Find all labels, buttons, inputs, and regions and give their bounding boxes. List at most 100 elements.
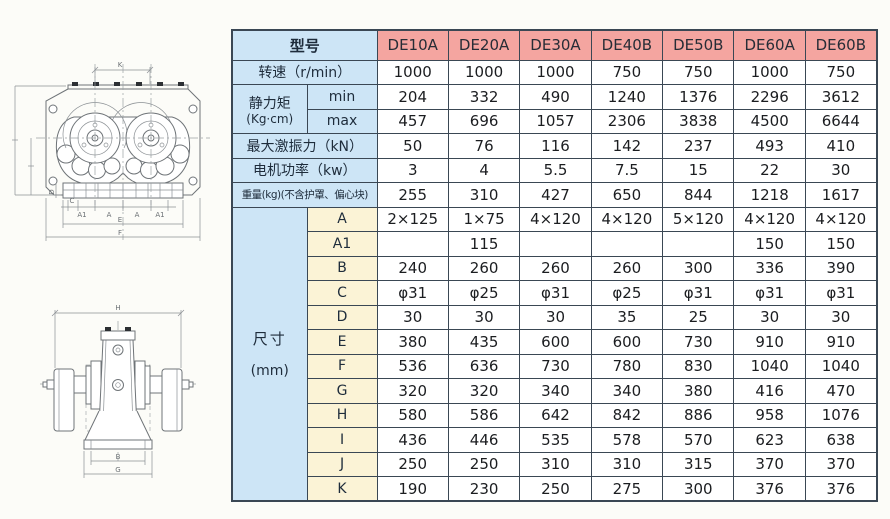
cell-dim-K-5: 376 [733,476,806,502]
cell-speed-2: 1000 [519,59,592,85]
cell-weight-5: 1218 [733,182,806,208]
dim-label-E: E [118,216,122,224]
cell-dim-A1-1: 115 [447,231,521,257]
row-dim-K: K 190 230 250 275 300 376 376 [232,476,878,502]
row-speed: 转速（r/min） 1000 1000 1000 750 750 1000 750 [231,59,878,85]
cell-static-max-1: 696 [447,108,521,134]
cell-dim-J-3: 310 [590,451,664,477]
dim-letter-J: J [306,451,378,477]
cell-static-min-0: 204 [376,84,449,110]
cell-exciting-force-5: 493 [733,133,806,159]
cell-static-min-4: 1376 [662,84,735,110]
cell-static-max-0: 457 [376,108,449,134]
model-header-1: DE20A [447,29,521,61]
cell-dim-C-4: φ31 [662,280,735,306]
cell-dim-H-3: 842 [590,402,664,428]
cell-static-min-2: 490 [519,84,592,110]
cell-dim-A1-4 [662,231,735,257]
cell-dim-C-0: φ31 [376,280,449,306]
cell-weight-2: 427 [519,182,592,208]
row-dim-J: J 250 250 310 310 315 370 370 [232,451,878,477]
cell-static-min-3: 1240 [590,84,664,110]
row-exciting-force: 最大激振力（kN） 50 76 116 142 237 493 410 [231,133,878,159]
cell-static-max-5: 4500 [733,108,806,134]
row-motor-power: 电机功率（kw） 3 4 5.5 7.5 15 22 30 [231,157,878,183]
cell-exciting-force-3: 142 [590,133,664,159]
cell-dim-D-2: 30 [519,304,592,330]
cell-weight-1: 310 [447,182,521,208]
cell-dim-H-4: 886 [662,402,735,428]
cell-dim-A-1: 1×75 [447,206,521,232]
row-dim-I: I 436 446 535 578 570 623 638 [232,427,878,453]
dim-label-K: K [118,61,123,69]
cell-motor-power-5: 22 [733,157,806,183]
cell-static-min-1: 332 [447,84,521,110]
cell-dim-I-0: 436 [376,427,449,453]
dim-label-A-right: A [135,211,140,219]
cell-motor-power-2: 5.5 [519,157,592,183]
cell-static-max-3: 2306 [590,108,664,134]
dim-letter-D: D [306,304,378,330]
cell-motor-power-6: 30 [804,157,878,183]
cell-dim-D-3: 35 [590,304,664,330]
cell-motor-power-3: 7.5 [590,157,664,183]
cell-speed-4: 750 [662,59,735,85]
static-sub-min: min [306,84,378,110]
model-header-5: DE60A [733,29,806,61]
model-col-label: 型号 [231,29,378,61]
cell-dim-C-5: φ31 [733,280,806,306]
cell-dim-G-5: 416 [733,378,806,404]
cell-dim-A1-5: 150 [733,231,806,257]
cell-static-max-6: 6644 [804,108,878,134]
cell-dim-A-2: 4×120 [519,206,592,232]
cell-exciting-force-4: 237 [662,133,735,159]
dim-label-C: C [70,197,75,205]
cell-dim-I-1: 446 [447,427,521,453]
static-moment-unit: (Kg·cm) [246,111,294,126]
spec-table-section: 型号 DE10A DE20A DE30A DE40B DE50B DE60A DE60B 转速（… [231,29,878,502]
model-header-6: DE60B [804,29,878,61]
cell-dim-G-0: 320 [376,378,449,404]
cell-dim-A1-3 [590,231,664,257]
cell-dim-F-4: 830 [662,353,735,379]
cell-dim-F-0: 536 [376,353,449,379]
cell-dim-I-5: 623 [733,427,806,453]
cell-dim-B-2: 260 [519,255,592,281]
row-label-dimensions: 尺寸 (mm) [231,206,308,502]
spec-table: 型号 DE10A DE20A DE30A DE40B DE50B DE60A DE60B 转速（… [231,29,878,502]
cell-dim-K-2: 250 [519,476,592,502]
cell-exciting-force-1: 76 [447,133,521,159]
cell-dim-B-1: 260 [447,255,521,281]
cell-dim-K-4: 300 [662,476,735,502]
cell-dim-H-5: 958 [733,402,806,428]
cell-dim-E-3: 600 [590,329,664,355]
row-dim-D: D 30 30 30 35 25 30 30 [232,304,878,330]
cell-dim-B-4: 300 [662,255,735,281]
row-dim-A: 尺寸 (mm) A 2×125 1×75 4×120 4×120 5×120 4×120 4×12… [231,206,878,502]
cell-dim-F-3: 780 [590,353,664,379]
model-header-3: DE40B [590,29,664,61]
dim-letter-K: K [306,476,378,502]
model-header-4: DE50B [662,29,735,61]
cell-dim-K-0: 190 [376,476,449,502]
row-dim-H: H 580 586 642 842 886 958 1076 [232,402,878,428]
cell-dim-G-1: 320 [447,378,521,404]
cell-dim-B-5: 336 [733,255,806,281]
cell-dim-A-0: 2×125 [376,206,449,232]
cell-dim-D-5: 30 [733,304,806,330]
row-static-max: max 457 696 1057 2306 3838 4500 6644 [232,108,878,134]
cell-dim-H-2: 642 [519,402,592,428]
cell-dim-F-6: 1040 [804,353,878,379]
dimensions-unit: (mm) [250,363,289,380]
row-dim-G: G 320 320 340 340 380 416 470 [232,378,878,404]
cell-dim-D-4: 25 [662,304,735,330]
dim-letter-I: I [306,427,378,453]
cell-dim-B-6: 390 [804,255,878,281]
row-dim-A1: A1 115 150 150 [232,231,878,257]
dim-label-F: F [118,229,122,237]
dim-letter-A: A [306,206,378,232]
cell-dim-H-1: 586 [447,402,521,428]
cell-dim-J-2: 310 [519,451,592,477]
static-sub-max: max [306,108,378,134]
